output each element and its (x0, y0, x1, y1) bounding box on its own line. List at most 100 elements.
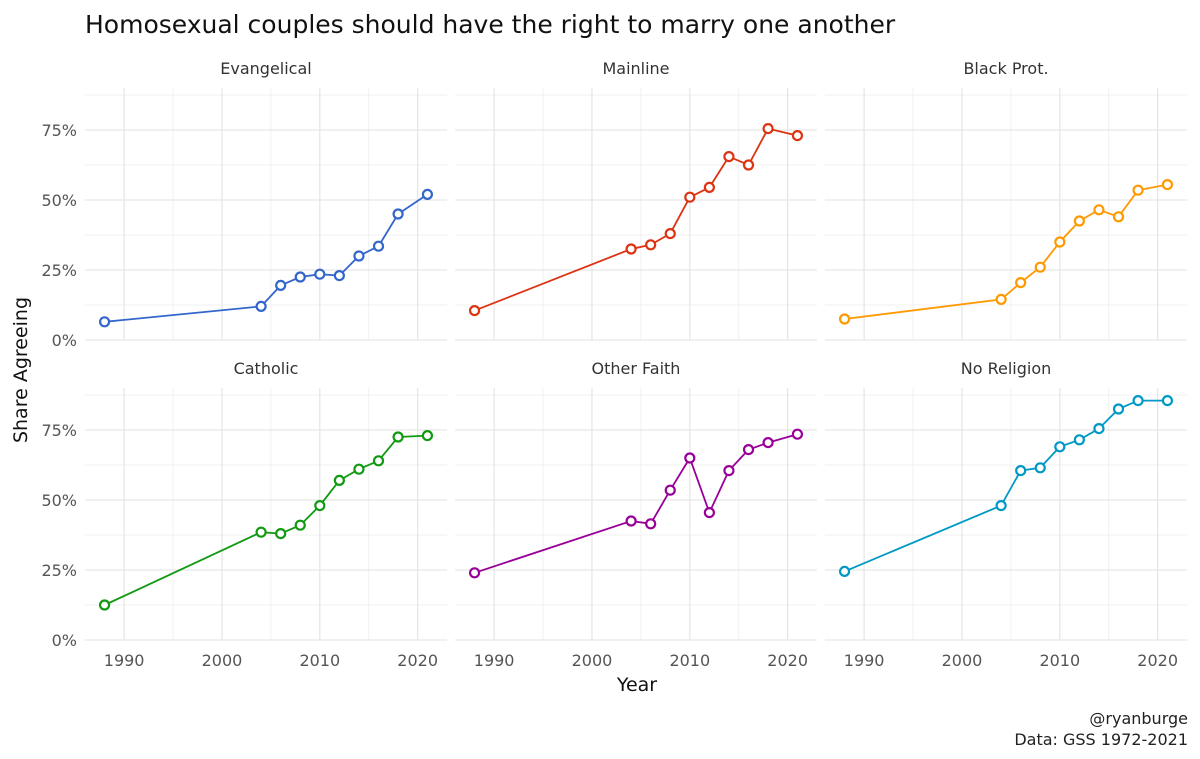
data-point (703, 506, 715, 519)
data-point (314, 500, 326, 512)
data-point (1073, 215, 1085, 227)
facet-strip-label: Other Faith (592, 359, 681, 378)
data-point (791, 130, 804, 142)
data-point (1132, 395, 1144, 407)
data-point (1093, 204, 1105, 216)
data-point (1015, 277, 1027, 289)
data-point (1161, 395, 1174, 407)
x-tick-label: 1990 (844, 651, 885, 670)
data-point (275, 527, 287, 540)
data-point (838, 313, 851, 325)
data-point (392, 431, 404, 443)
facet-panel: Evangelical 0% 25% 50% 75% (41, 59, 447, 350)
data-point (723, 151, 735, 163)
data-point (275, 279, 287, 291)
y-tick-label: 0% (52, 331, 77, 350)
facet-strip-label: Mainline (602, 59, 669, 78)
data-point (684, 452, 696, 464)
x-tick-label: 2000 (942, 651, 983, 670)
data-point (1132, 184, 1144, 196)
data-point (1112, 211, 1125, 223)
x-tick-label: 2010 (299, 651, 340, 670)
x-tick-label: 2000 (572, 651, 613, 670)
series-line (104, 193, 428, 323)
y-tick-label: 25% (41, 561, 77, 580)
x-tick-label: 2000 (202, 651, 243, 670)
data-point (645, 239, 657, 251)
data-point (664, 228, 676, 240)
data-point (1112, 403, 1125, 415)
series-line (104, 434, 428, 606)
data-point (995, 293, 1007, 305)
data-point (684, 191, 696, 203)
data-point (625, 515, 637, 527)
data-point (625, 243, 637, 255)
data-point (333, 270, 345, 282)
facet-strip-label: Black Prot. (963, 59, 1048, 78)
facet-panel: No Religion 1990 2000 2010 2020 (825, 359, 1187, 670)
data-point (1073, 434, 1085, 446)
data-point (1034, 462, 1046, 474)
facet-strip-label: No Religion (961, 359, 1052, 378)
data-point (392, 208, 404, 220)
x-tick-label: 1990 (104, 651, 145, 670)
facet-strip-label: Catholic (234, 359, 299, 378)
data-point (333, 474, 345, 486)
y-tick-label: 25% (41, 261, 77, 280)
data-point (1054, 441, 1066, 453)
data-point (353, 250, 365, 262)
x-tick-label: 2010 (1039, 651, 1080, 670)
data-point (255, 526, 267, 538)
data-point (372, 455, 385, 467)
x-axis-label: Year (616, 674, 657, 696)
data-point (353, 463, 365, 475)
facet-panel: Black Prot. (825, 59, 1187, 341)
data-point (723, 465, 735, 477)
series-line (474, 433, 798, 574)
data-point (995, 500, 1007, 512)
data-point (294, 519, 306, 531)
data-point (98, 599, 111, 611)
data-point (421, 188, 434, 200)
data-point (762, 437, 774, 449)
data-point (98, 316, 111, 328)
data-point (742, 444, 755, 456)
data-point (1161, 179, 1174, 191)
data-point (664, 484, 676, 496)
facet-panel: Catholic 0% 25% 50% 75% 1990 2000 2010 2020 (41, 359, 447, 670)
data-point (294, 271, 306, 283)
data-point (468, 567, 481, 579)
chart-title: Homosexual couples should have the right… (85, 10, 896, 39)
facet-panels: Evangelical 0% 25% 50% 75% Mainline Black Prot… (41, 59, 1187, 670)
data-point (1054, 236, 1066, 248)
caption-source: Data: GSS 1972-2021 (1014, 730, 1188, 749)
facet-panel: Mainline (455, 59, 817, 341)
series-line (474, 127, 798, 312)
data-point (1034, 261, 1046, 273)
y-tick-label: 50% (41, 191, 77, 210)
y-tick-label: 75% (41, 421, 77, 440)
data-point (791, 428, 804, 440)
y-tick-label: 50% (41, 491, 77, 510)
facet-panel: Other Faith 1990 2000 2010 2020 (455, 359, 817, 670)
y-tick-label: 0% (52, 631, 77, 650)
data-point (255, 300, 267, 312)
y-tick-label: 75% (41, 121, 77, 140)
x-tick-label: 2020 (397, 651, 438, 670)
data-point (742, 159, 755, 171)
x-tick-label: 2020 (767, 651, 808, 670)
data-point (421, 430, 434, 442)
series-line (844, 183, 1168, 320)
y-axis-label: Share Agreeing (10, 297, 32, 443)
x-tick-label: 1990 (474, 651, 515, 670)
x-tick-label: 2010 (669, 651, 710, 670)
series-line (844, 399, 1168, 573)
data-point (838, 565, 851, 578)
data-point (1015, 465, 1027, 477)
data-point (645, 518, 657, 530)
data-point (372, 240, 385, 252)
data-point (1093, 423, 1105, 435)
caption-author: @ryanburge (1089, 709, 1188, 728)
data-point (468, 305, 481, 317)
